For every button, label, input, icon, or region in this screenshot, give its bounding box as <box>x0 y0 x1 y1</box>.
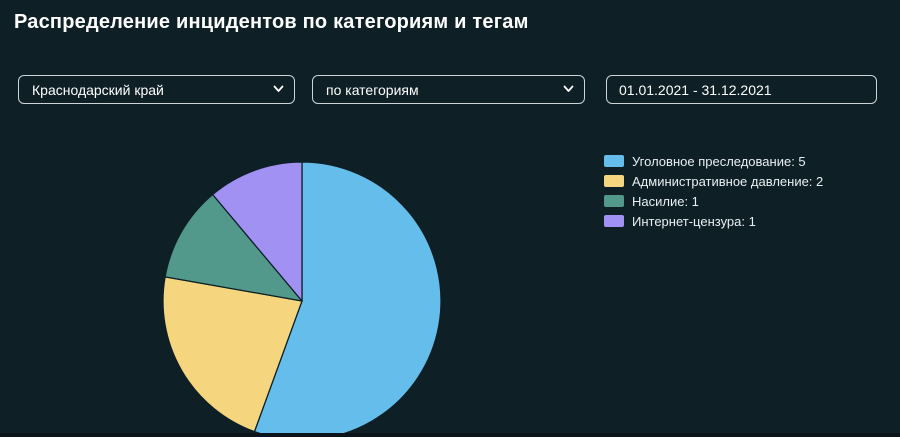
page-title: Распределение инцидентов по категориям и… <box>14 11 529 33</box>
legend-marker-icon <box>604 175 624 187</box>
legend-item-1[interactable]: Уголовное преследование: 5 <box>604 151 823 171</box>
region-select[interactable]: Краснодарский край <box>18 75 295 104</box>
legend-label: Интернет-цензура: 1 <box>632 213 756 229</box>
chart-legend: Уголовное преследование: 5 Административн… <box>604 151 823 231</box>
grouping-select[interactable]: по категориям <box>312 75 585 104</box>
region-select-wrapper: Краснодарский край <box>18 75 295 104</box>
filters-row: Краснодарский край по категориям <box>0 75 900 104</box>
pie-slice-3[interactable] <box>164 193 303 302</box>
legend-label: Административное давление: 2 <box>632 173 824 189</box>
date-range-input[interactable] <box>606 75 877 104</box>
pie-slice-2[interactable] <box>162 276 303 433</box>
legend-marker-icon <box>604 215 624 227</box>
pie-chart <box>162 161 442 433</box>
legend-label: Уголовное преследование: 5 <box>632 153 806 169</box>
pie-slice-1[interactable] <box>253 161 442 433</box>
pie-chart-svg <box>162 161 442 433</box>
pie-slice-4[interactable] <box>212 161 303 302</box>
legend-marker-icon <box>604 195 624 207</box>
bottom-section-edge <box>0 433 900 437</box>
legend-item-3[interactable]: Насилие: 1 <box>604 191 823 211</box>
legend-item-2[interactable]: Административное давление: 2 <box>604 171 823 191</box>
grouping-select-wrapper: по категориям <box>312 75 585 104</box>
legend-label: Насилие: 1 <box>632 193 699 209</box>
legend-item-4[interactable]: Интернет-цензура: 1 <box>604 211 823 231</box>
legend-marker-icon <box>604 155 624 167</box>
